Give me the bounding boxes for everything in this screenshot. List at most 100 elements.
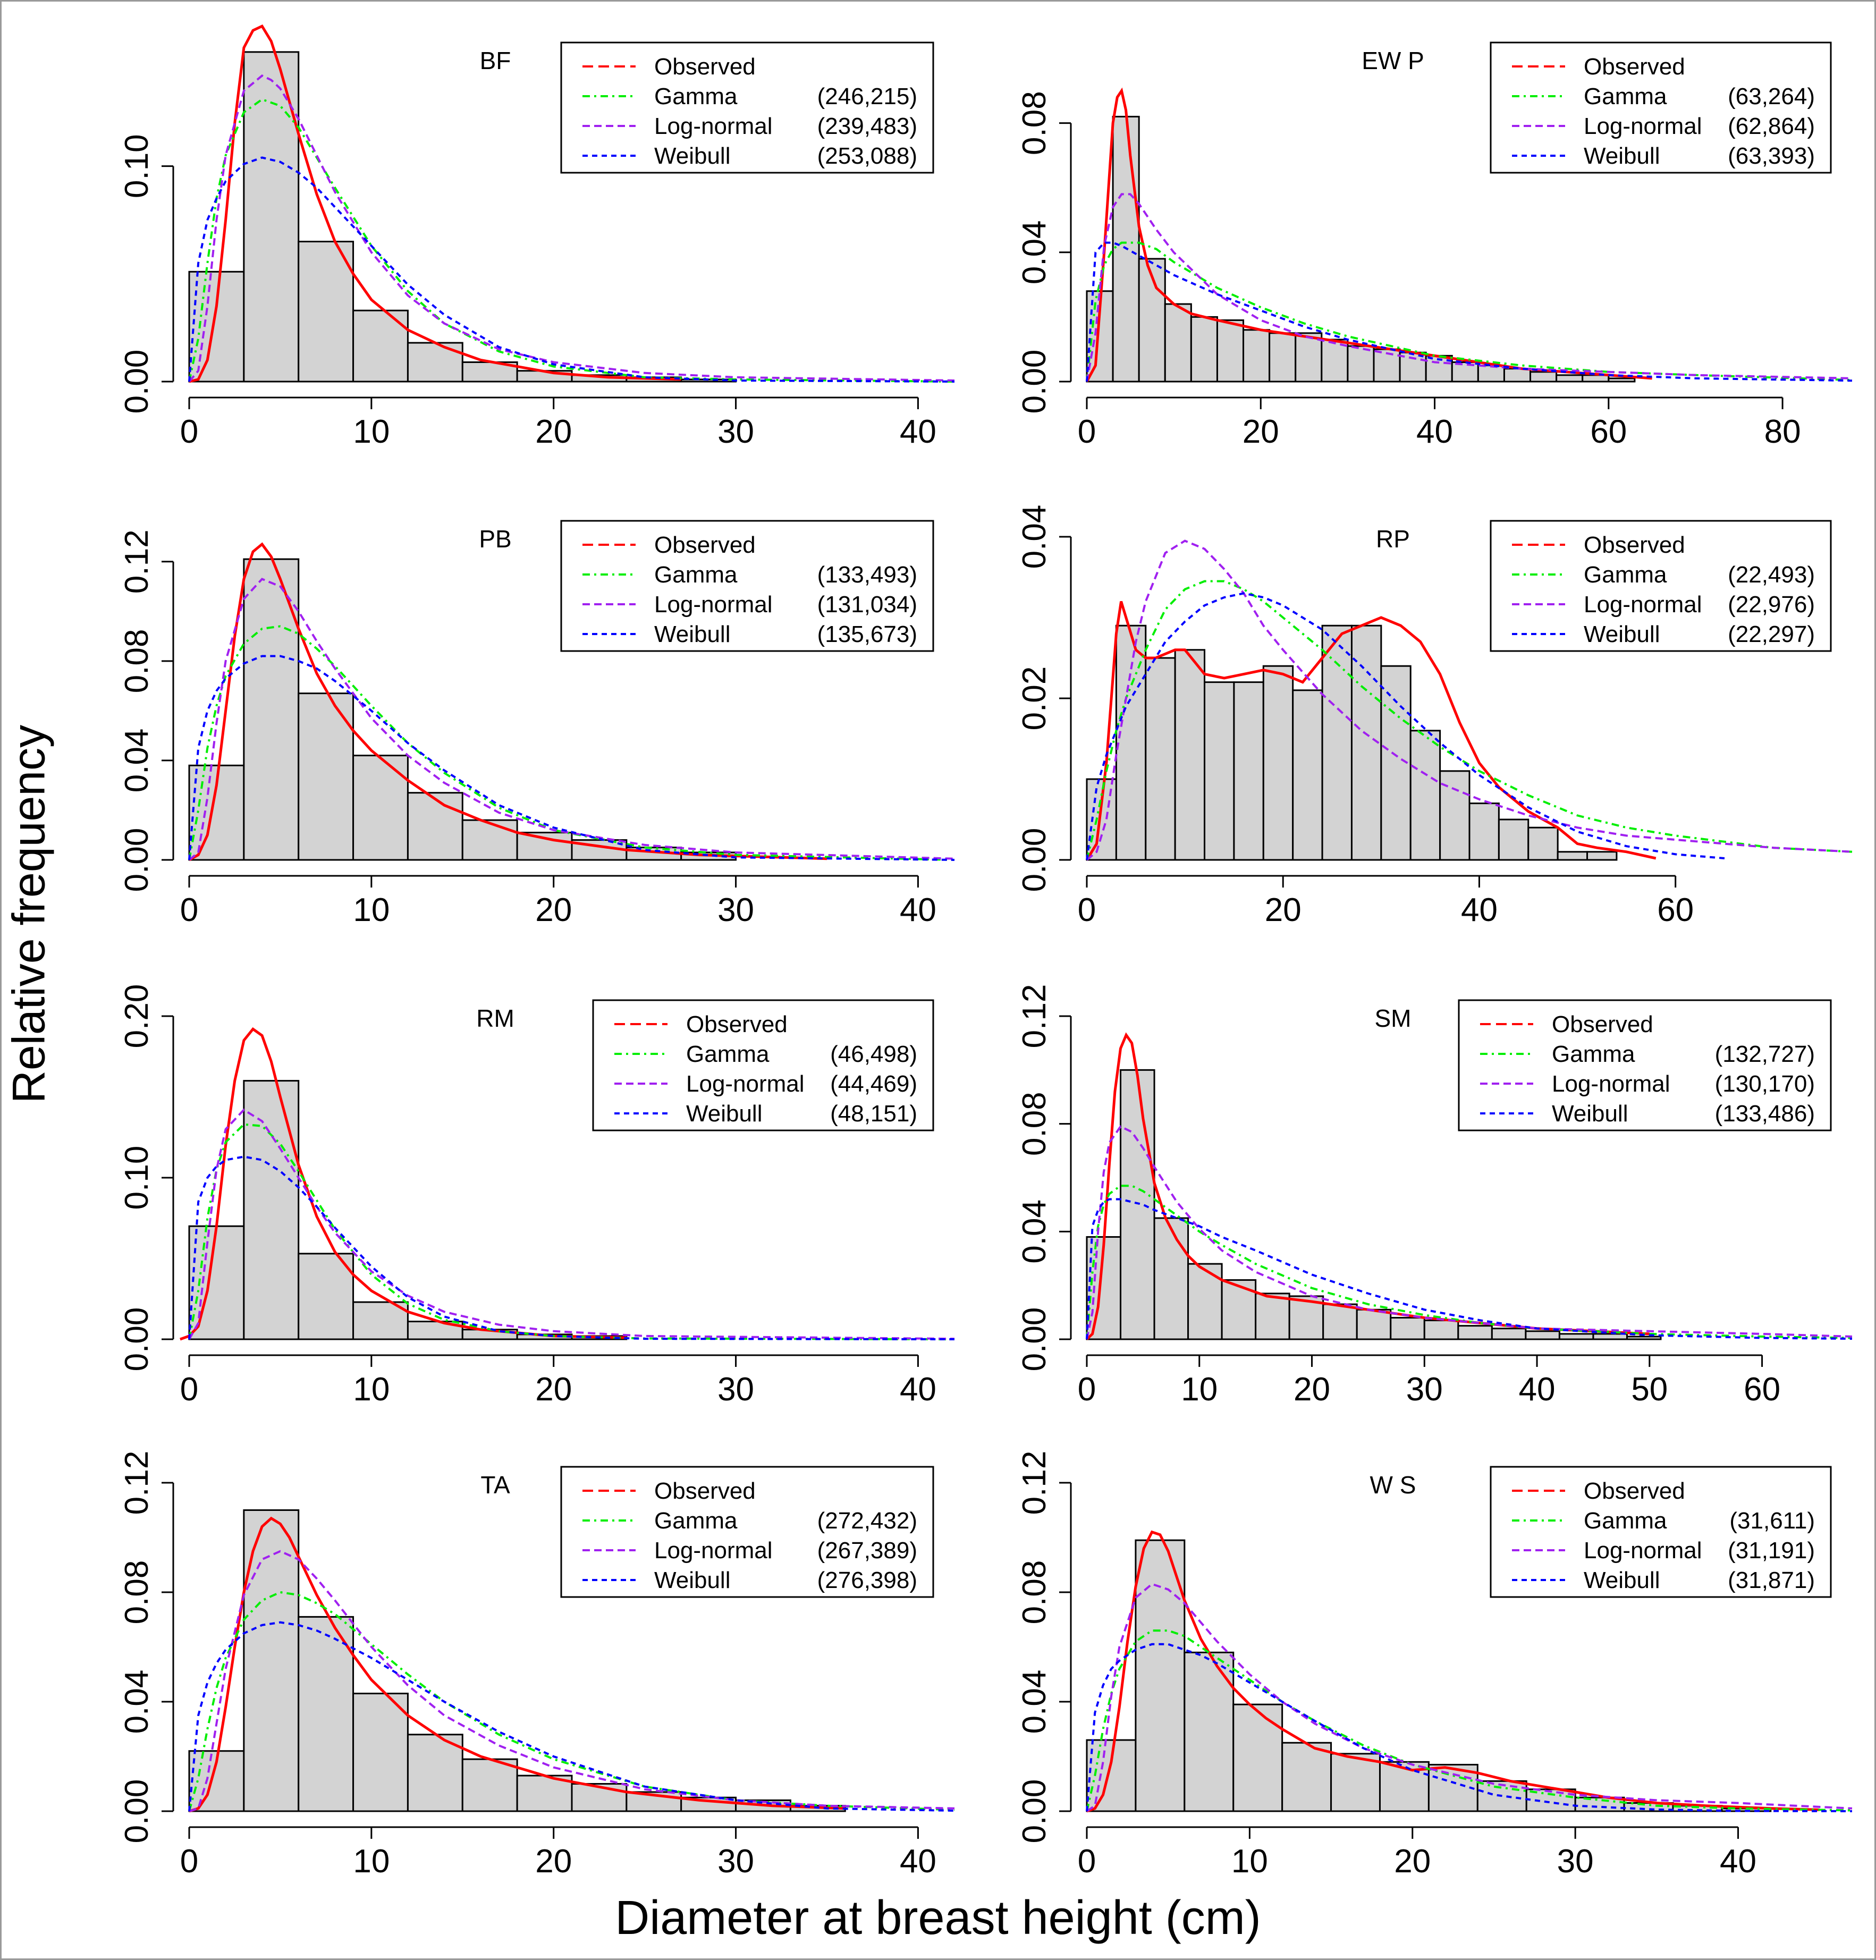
histogram-bar	[1190, 316, 1218, 383]
x-tick-label: 40	[1519, 1371, 1556, 1408]
legend-stat: (31,871)	[1728, 1567, 1815, 1593]
x-tick-label: 20	[1394, 1843, 1431, 1880]
panel-title: W S	[1370, 1471, 1416, 1499]
legend-label: Gamma	[1584, 562, 1667, 588]
legend-label: Gamma	[1584, 83, 1667, 109]
histogram-bar	[298, 692, 354, 861]
x-tick-label: 0	[180, 1843, 198, 1880]
legend-stat: (63,264)	[1728, 83, 1815, 109]
legend-label: Gamma	[686, 1041, 770, 1067]
x-tick-label: 0	[1078, 1371, 1096, 1408]
histogram-bar	[1409, 730, 1441, 861]
x-tick-label: 10	[353, 892, 390, 928]
histogram-bar	[352, 1693, 409, 1812]
panel-rm: 0 10 20 30 40 0.00 0.10 0.20 RM Observed Gamma (46,…	[119, 984, 955, 1408]
legend-label: Log-normal	[1552, 1071, 1670, 1097]
x-tick-label: 20	[1243, 413, 1279, 450]
x-tick-label: 20	[535, 413, 572, 450]
legend-label: Log-normal	[1584, 592, 1702, 618]
curve-observed	[1085, 87, 1652, 383]
legend-label: Weibull	[1584, 1567, 1660, 1593]
x-tick-label: 20	[1294, 1371, 1330, 1408]
histogram-bar	[188, 1225, 245, 1340]
histogram-bar	[243, 1509, 300, 1812]
legend: Observed Gamma (132,727) Log-normal (130,170…	[1458, 999, 1832, 1131]
histogram-bar	[1477, 365, 1505, 383]
y-tick-label: 0.04	[1016, 505, 1053, 569]
legend-stat: (130,170)	[1715, 1071, 1815, 1097]
curve-weibull	[1086, 592, 1725, 860]
legend-stat: (131,034)	[817, 592, 917, 618]
curve-observed	[1085, 601, 1657, 861]
curve-lognormal	[188, 74, 955, 383]
y-tick-label: 0.08	[1016, 1092, 1053, 1156]
legend-stat: (272,432)	[817, 1508, 917, 1534]
legend-label: Observed	[1584, 54, 1685, 80]
histogram-bar	[1120, 1069, 1155, 1340]
legend-stat: (133,493)	[817, 562, 917, 588]
x-tick-label: 30	[717, 892, 754, 928]
histogram-bar	[1347, 345, 1375, 383]
x-tick-label: 10	[353, 1371, 390, 1408]
histogram-bar	[1255, 1292, 1290, 1340]
x-tick-label: 50	[1631, 1371, 1668, 1408]
legend-label: Weibull	[654, 1567, 730, 1593]
x-tick-label: 0	[1078, 1843, 1096, 1880]
legend-label: Log-normal	[654, 113, 773, 139]
y-tick-label: 0.00	[119, 350, 155, 414]
legend-stat: (267,389)	[817, 1537, 917, 1564]
histogram-bar	[1498, 818, 1529, 861]
legend-label: Log-normal	[1584, 1537, 1702, 1564]
histogram-bar	[1491, 1328, 1527, 1340]
legend-label: Observed	[654, 54, 756, 80]
x-tick-label: 40	[1461, 892, 1498, 928]
legend-stat: (63,393)	[1728, 143, 1815, 169]
histogram-bar	[1527, 826, 1559, 861]
curve-weibull	[188, 156, 955, 383]
panel-title: EW P	[1362, 47, 1424, 74]
y-axis-label: Relative frequency	[3, 724, 55, 1104]
curve-observed	[189, 24, 681, 383]
x-tick-label: 10	[353, 413, 390, 450]
legend-box	[560, 41, 934, 174]
legend: Observed Gamma (246,215) Log-normal (239,483…	[560, 41, 934, 174]
y-tick-label: 0.00	[119, 1779, 155, 1844]
histogram-bar	[1556, 374, 1584, 383]
legend-box	[1490, 41, 1832, 174]
panel-rp: 0 20 40 60 0.00 0.02 0.04 RP Observed Gamma (22,49…	[1016, 505, 1853, 928]
histogram-bar	[1356, 1308, 1392, 1340]
panel-pb: 0 10 20 30 40 0.00 0.04 0.08 0.12 PB Observed Gamma…	[119, 520, 955, 928]
x-tick-label: 10	[1231, 1843, 1268, 1880]
histogram-bar	[1476, 1780, 1527, 1812]
x-tick-label: 30	[717, 1371, 754, 1408]
curve-lognormal	[1086, 193, 1853, 382]
y-tick-label: 0.08	[119, 1560, 155, 1625]
y-tick-label: 0.00	[1016, 1307, 1053, 1372]
histogram-bar	[1423, 1320, 1459, 1340]
legend-stat: (246,215)	[817, 83, 917, 109]
y-tick-label: 0.10	[119, 1146, 155, 1210]
histogram-bar	[1135, 1539, 1186, 1812]
legend-box	[1458, 999, 1832, 1131]
histogram-bar	[1322, 1303, 1358, 1340]
histogram-bar	[1525, 1330, 1560, 1340]
x-tick-label: 30	[1406, 1371, 1443, 1408]
legend: Observed Gamma (63,264) Log-normal (62,864) W…	[1490, 41, 1832, 174]
histogram-bar	[1232, 1703, 1283, 1812]
histogram-bar	[461, 819, 518, 861]
histogram-bar	[1269, 332, 1297, 383]
y-tick-label: 0.00	[1016, 828, 1053, 892]
panel-title: PB	[479, 525, 511, 553]
y-tick-label: 0.04	[119, 1670, 155, 1734]
curve-observed	[180, 1027, 627, 1341]
x-tick-label: 10	[1181, 1371, 1218, 1408]
panel-title: SM	[1375, 1004, 1412, 1032]
legend-label: Log-normal	[1584, 113, 1702, 139]
y-tick-label: 0.12	[119, 529, 155, 594]
legend-label: Weibull	[1552, 1101, 1628, 1127]
histogram-bar	[1457, 1325, 1493, 1340]
x-tick-label: 60	[1590, 413, 1627, 450]
x-tick-label: 0	[1078, 413, 1096, 450]
histogram-bar	[298, 241, 354, 383]
curve-weibull	[1086, 241, 1853, 382]
